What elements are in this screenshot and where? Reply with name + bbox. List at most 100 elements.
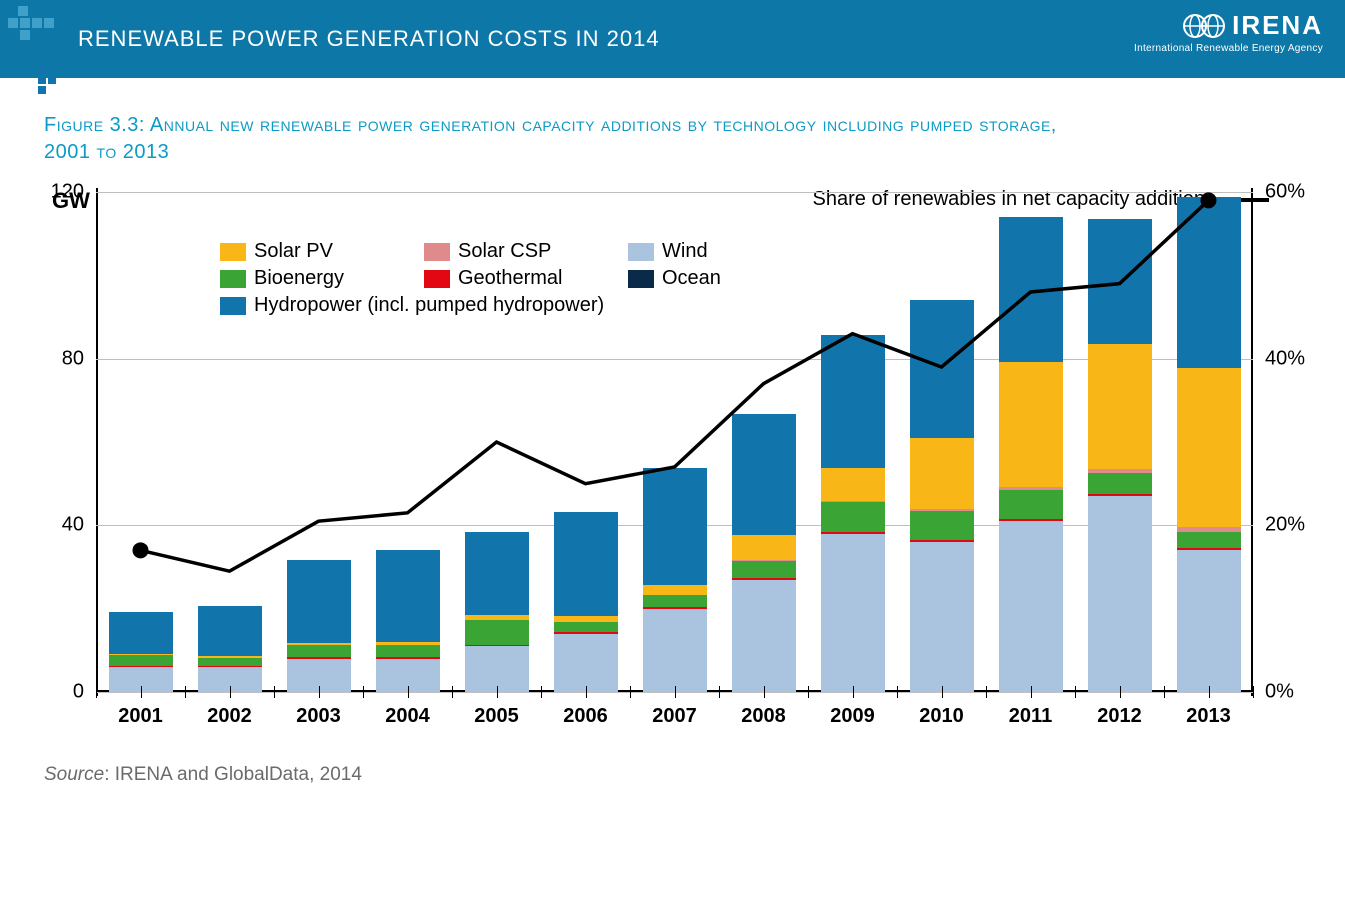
seg-bioenergy	[198, 658, 262, 666]
bar-2005	[465, 532, 529, 692]
x-tick-label: 2008	[741, 705, 786, 728]
x-tick-mark	[719, 686, 720, 698]
x-tick-mark	[452, 686, 453, 698]
legend-swatch	[220, 243, 246, 261]
seg-bioenergy	[287, 645, 351, 658]
y-tick-right: 20%	[1265, 514, 1305, 537]
x-tick-mark	[764, 686, 765, 698]
legend-item-bioenergy: Bioenergy	[220, 267, 390, 290]
x-tick-label: 2011	[1009, 705, 1052, 728]
x-tick-label: 2002	[207, 705, 252, 728]
figure-title: Figure 3.3: Annual new renewable power g…	[44, 112, 1305, 166]
bar-2008	[732, 414, 796, 692]
bar-2010	[910, 300, 974, 692]
page: RENEWABLE POWER GENERATION COSTS IN 2014…	[0, 0, 1345, 786]
x-tick-mark	[853, 686, 854, 698]
seg-wind	[910, 542, 974, 692]
legend-item-solar-pv: Solar PV	[220, 240, 390, 263]
x-tick-mark	[1209, 686, 1210, 698]
x-tick-label: 2005	[474, 705, 519, 728]
y-tick-left: 120	[51, 181, 84, 204]
x-tick-mark	[1164, 686, 1165, 698]
x-tick-mark	[274, 686, 275, 698]
seg-wind	[821, 534, 885, 692]
x-tick-mark	[541, 686, 542, 698]
x-tick-mark	[185, 686, 186, 698]
y-tick-right: 60%	[1265, 181, 1305, 204]
bar-2002	[198, 606, 262, 692]
seg-solar-pv	[821, 468, 885, 501]
legend-label: Geothermal	[458, 267, 563, 290]
seg-solar-pv	[732, 535, 796, 560]
x-tick-mark	[96, 686, 97, 698]
bar-2012	[1088, 219, 1152, 692]
seg-hydropower	[999, 217, 1063, 363]
legend-label: Wind	[662, 240, 708, 263]
legend-swatch	[424, 270, 450, 288]
x-tick-mark	[586, 686, 587, 698]
legend-label: Ocean	[662, 267, 721, 290]
bar-2013	[1177, 197, 1241, 692]
seg-bioenergy	[643, 595, 707, 608]
logo-subtitle: International Renewable Energy Agency	[1134, 43, 1323, 54]
x-tick-label: 2007	[652, 705, 697, 728]
x-tick-mark	[319, 686, 320, 698]
seg-solar-pv	[1177, 368, 1241, 526]
x-tick-mark	[497, 686, 498, 698]
seg-bioenergy	[821, 502, 885, 531]
source-line: Source: IRENA and GlobalData, 2014	[44, 764, 1305, 786]
seg-bioenergy	[376, 645, 440, 658]
y-ticks-left: 04080120	[42, 192, 90, 752]
x-tick-mark	[1075, 686, 1076, 698]
seg-solar-pv	[910, 438, 974, 509]
seg-wind	[643, 609, 707, 692]
seg-bioenergy	[910, 511, 974, 540]
x-tick-label: 2009	[830, 705, 875, 728]
x-tick-label: 2001	[118, 705, 163, 728]
x-tick-mark	[230, 686, 231, 698]
legend-label: Solar CSP	[458, 240, 551, 263]
y-ticks-right: 0%20%40%60%	[1259, 192, 1315, 752]
seg-hydropower	[910, 300, 974, 438]
y-tick-right: 0%	[1265, 681, 1294, 704]
header-logo: IRENA International Renewable Energy Age…	[1134, 10, 1323, 54]
bar-2001	[109, 612, 173, 692]
y-tick-right: 40%	[1265, 347, 1305, 370]
bar-2007	[643, 468, 707, 692]
seg-hydropower	[732, 414, 796, 535]
header: RENEWABLE POWER GENERATION COSTS IN 2014…	[0, 0, 1345, 78]
seg-hydropower	[198, 606, 262, 656]
seg-solar-pv	[1088, 344, 1152, 469]
seg-wind	[1088, 496, 1152, 692]
seg-bioenergy	[465, 620, 529, 645]
y-tick-left: 40	[62, 514, 84, 537]
header-squares-icon	[8, 6, 68, 101]
legend: Solar PV Solar CSP Wind Bioenergy Geothermal…	[214, 236, 804, 325]
x-tick-label: 2013	[1186, 705, 1231, 728]
seg-wind	[732, 580, 796, 693]
seg-hydropower	[1177, 197, 1241, 368]
bar-2004	[376, 550, 440, 692]
x-tick-mark	[897, 686, 898, 698]
legend-swatch	[628, 243, 654, 261]
bar-2006	[554, 512, 618, 692]
seg-bioenergy	[1088, 473, 1152, 494]
bar-2011	[999, 217, 1063, 692]
legend-swatch	[628, 270, 654, 288]
figure-title-line1: Figure 3.3: Annual new renewable power g…	[44, 114, 1057, 136]
header-title: RENEWABLE POWER GENERATION COSTS IN 2014	[78, 26, 660, 52]
legend-swatch	[220, 297, 246, 315]
seg-wind	[999, 521, 1063, 692]
x-tick-label: 2004	[385, 705, 430, 728]
seg-hydropower	[465, 532, 529, 615]
seg-bioenergy	[732, 561, 796, 578]
seg-hydropower	[643, 468, 707, 585]
x-tick-mark	[1253, 686, 1254, 698]
x-tick-mark	[808, 686, 809, 698]
source-text: : IRENA and GlobalData, 2014	[104, 764, 362, 785]
source-prefix: Source	[44, 764, 104, 785]
x-tick-mark	[986, 686, 987, 698]
x-tick-mark	[942, 686, 943, 698]
bar-2003	[287, 560, 351, 692]
bar-2009	[821, 335, 885, 692]
